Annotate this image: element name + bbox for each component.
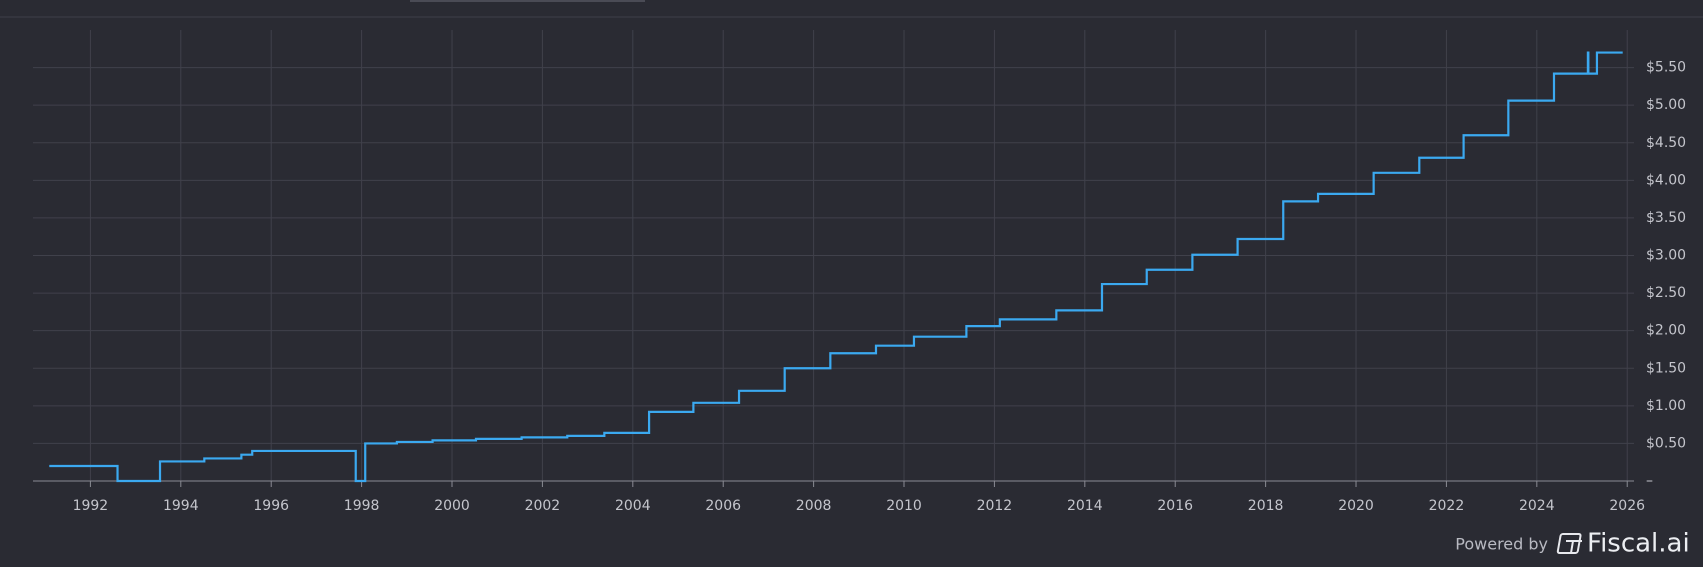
x-tick-label: 2010 xyxy=(886,498,922,514)
x-tick-label: 2022 xyxy=(1429,498,1465,514)
x-tick-label: 2002 xyxy=(525,498,561,514)
y-tick-label: – xyxy=(1646,473,1653,489)
x-tick-label: 2004 xyxy=(615,498,651,514)
y-tick-label: $3.00 xyxy=(1646,248,1686,264)
brand-icon xyxy=(1556,533,1582,554)
brand-name: Fiscal.ai xyxy=(1587,529,1690,559)
y-tick-label: $4.00 xyxy=(1646,172,1686,188)
x-tick-label: 2016 xyxy=(1157,498,1193,514)
x-tick-label: 2008 xyxy=(796,498,832,514)
dividend-line xyxy=(49,51,1623,483)
x-tick-label: 1996 xyxy=(253,498,289,514)
y-tick-label: $0.50 xyxy=(1646,435,1686,451)
x-tick-label: 2000 xyxy=(434,498,470,514)
y-tick-label: $2.50 xyxy=(1646,285,1686,301)
x-tick-label: 2018 xyxy=(1248,498,1284,514)
x-tick-label: 2012 xyxy=(977,498,1013,514)
x-tick-label: 2006 xyxy=(705,498,741,514)
y-tick-label: $5.50 xyxy=(1646,60,1686,76)
y-tick-label: $5.00 xyxy=(1646,97,1686,113)
x-tick-label: 2020 xyxy=(1338,498,1374,514)
x-tick-label: 2024 xyxy=(1519,498,1555,514)
powered-by: Powered by xyxy=(1455,535,1548,554)
x-tick-label: 1994 xyxy=(163,498,199,514)
y-tick-label: $4.50 xyxy=(1646,135,1686,151)
x-tick-label: 2014 xyxy=(1067,498,1103,514)
tab-indicator xyxy=(410,0,645,2)
x-tick-label: 1992 xyxy=(73,498,109,514)
y-tick-label: $2.00 xyxy=(1646,323,1686,339)
x-tick-label: 1998 xyxy=(344,498,380,514)
y-tick-label: $3.50 xyxy=(1646,210,1686,226)
y-tick-label: $1.50 xyxy=(1646,360,1686,376)
x-tick-label: 2026 xyxy=(1609,498,1645,514)
y-tick-label: $1.00 xyxy=(1646,398,1686,414)
